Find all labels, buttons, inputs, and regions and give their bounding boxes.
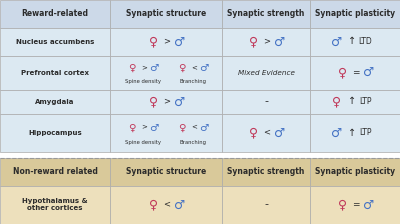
Text: ♂: ♂ [174, 198, 185, 211]
Text: Amygdala: Amygdala [35, 99, 75, 105]
Text: ♀: ♀ [332, 95, 342, 108]
Text: ♂: ♂ [199, 123, 209, 133]
Text: ♀: ♀ [128, 63, 136, 73]
Text: Synaptic structure: Synaptic structure [126, 167, 206, 177]
FancyBboxPatch shape [0, 56, 110, 90]
FancyBboxPatch shape [110, 28, 222, 56]
FancyBboxPatch shape [0, 90, 110, 114]
FancyBboxPatch shape [0, 158, 110, 186]
Text: Reward-related: Reward-related [22, 9, 88, 19]
Text: LTP: LTP [359, 128, 371, 137]
Text: >: > [141, 124, 147, 130]
FancyBboxPatch shape [110, 0, 222, 28]
FancyBboxPatch shape [310, 158, 400, 186]
Text: ♂: ♂ [149, 123, 159, 133]
Text: ♂: ♂ [274, 35, 285, 49]
Text: >: > [263, 36, 270, 45]
FancyBboxPatch shape [310, 114, 400, 152]
Text: LTD: LTD [358, 37, 372, 46]
Text: Hypothalamus &
other cortices: Hypothalamus & other cortices [22, 198, 88, 211]
Text: >: > [163, 36, 170, 45]
Text: Non-reward related: Non-reward related [12, 167, 98, 177]
Text: ♀: ♀ [338, 66, 348, 79]
Text: <: < [163, 199, 170, 208]
Text: ♀: ♀ [178, 123, 186, 133]
Text: ♂: ♂ [199, 63, 209, 73]
Text: Synaptic strength: Synaptic strength [227, 9, 305, 19]
Text: ♀: ♀ [250, 35, 258, 49]
FancyBboxPatch shape [110, 56, 222, 90]
Text: Branching: Branching [179, 79, 206, 84]
FancyBboxPatch shape [222, 28, 310, 56]
Text: ♂: ♂ [331, 127, 343, 140]
Text: ♀: ♀ [338, 198, 348, 211]
Text: <: < [263, 128, 270, 137]
FancyBboxPatch shape [110, 186, 222, 224]
Text: ♂: ♂ [362, 198, 374, 211]
FancyBboxPatch shape [222, 90, 310, 114]
Text: Branching: Branching [179, 140, 206, 145]
FancyBboxPatch shape [222, 0, 310, 28]
FancyBboxPatch shape [222, 158, 310, 186]
Text: Hippocampus: Hippocampus [28, 130, 82, 136]
FancyBboxPatch shape [310, 0, 400, 28]
Text: ♀: ♀ [150, 35, 158, 49]
FancyBboxPatch shape [0, 0, 110, 28]
Text: Spine density: Spine density [125, 79, 161, 84]
Text: Synaptic strength: Synaptic strength [227, 167, 305, 177]
FancyBboxPatch shape [0, 114, 110, 152]
Text: =: = [352, 68, 359, 77]
Text: ♂: ♂ [274, 127, 285, 140]
FancyBboxPatch shape [110, 158, 222, 186]
FancyBboxPatch shape [310, 28, 400, 56]
Text: ♂: ♂ [174, 35, 185, 49]
FancyBboxPatch shape [222, 186, 310, 224]
FancyBboxPatch shape [0, 186, 110, 224]
Text: Nucleus accumbens: Nucleus accumbens [16, 39, 94, 45]
Text: <: < [191, 124, 197, 130]
FancyBboxPatch shape [310, 90, 400, 114]
Text: ♂: ♂ [174, 95, 185, 108]
FancyBboxPatch shape [110, 114, 222, 152]
Text: ♂: ♂ [331, 35, 343, 49]
Text: -: - [264, 96, 268, 106]
Text: ♀: ♀ [178, 63, 186, 73]
Text: Synaptic plasticity: Synaptic plasticity [315, 9, 395, 19]
Text: >: > [163, 96, 170, 105]
FancyBboxPatch shape [310, 186, 400, 224]
FancyBboxPatch shape [310, 56, 400, 90]
Text: ↑: ↑ [348, 36, 356, 46]
Text: <: < [191, 64, 197, 70]
Text: ♀: ♀ [150, 198, 158, 211]
Text: Synaptic plasticity: Synaptic plasticity [315, 167, 395, 177]
Text: ♀: ♀ [150, 95, 158, 108]
FancyBboxPatch shape [222, 56, 310, 90]
Text: LTP: LTP [359, 97, 371, 106]
Text: ♂: ♂ [149, 63, 159, 73]
Text: >: > [141, 64, 147, 70]
Text: ↑: ↑ [348, 96, 356, 106]
Text: Prefrontal cortex: Prefrontal cortex [21, 70, 89, 76]
Text: ♀: ♀ [128, 123, 136, 133]
Text: ↑: ↑ [348, 128, 356, 138]
Text: ♂: ♂ [362, 66, 374, 79]
Text: ♀: ♀ [250, 127, 258, 140]
Text: =: = [352, 200, 359, 209]
FancyBboxPatch shape [0, 28, 110, 56]
FancyBboxPatch shape [222, 114, 310, 152]
Text: Mixed Evidence: Mixed Evidence [238, 70, 294, 76]
Text: Synaptic structure: Synaptic structure [126, 9, 206, 19]
FancyBboxPatch shape [110, 90, 222, 114]
Text: -: - [264, 199, 268, 209]
Text: Spine density: Spine density [125, 140, 161, 145]
